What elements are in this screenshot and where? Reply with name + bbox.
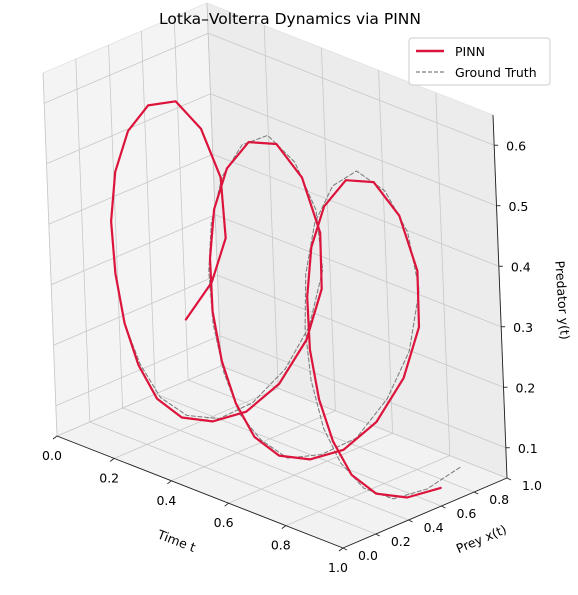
y-axis-line — [342, 477, 508, 549]
y-tick-label: 0.8 — [489, 492, 509, 507]
z-gridline-back — [210, 93, 497, 207]
z-axis-label: Predator y(t) — [552, 260, 572, 340]
z-gridline-back — [215, 214, 502, 328]
side-pane — [42, 2, 222, 437]
legend-label-pinn: PINN — [455, 44, 485, 59]
y-gridline-side — [141, 30, 156, 395]
y-gridline-floor — [89, 421, 376, 535]
y-gridline-side — [108, 44, 123, 409]
x-tick-label: 0.8 — [271, 538, 291, 553]
y-tick-label: 0.2 — [391, 534, 411, 549]
series-line-pinn — [110, 100, 442, 499]
z-gridline-back — [217, 274, 504, 388]
y-tick-mark — [441, 505, 446, 509]
y-tick-label: 0.0 — [358, 548, 378, 563]
y-tick-label: 0.4 — [424, 520, 444, 535]
y-gridline-floor — [122, 407, 409, 521]
y-gridline-side — [206, 2, 222, 367]
x-gridline-floor — [56, 365, 222, 437]
legend-label-ground-truth: Ground Truth — [455, 65, 537, 80]
x-tick-mark — [167, 480, 172, 485]
series-lines — [110, 100, 461, 500]
x-axis-label: Time t — [155, 526, 198, 555]
x-tick-mark — [224, 502, 229, 507]
z-gridline-side — [55, 335, 220, 407]
y-axis-label: Prey x(t) — [454, 522, 509, 557]
tick-labels: 0.0 0.2 0.4 0.6 0.8 1.0 0.0 0.2 0.4 0.6 0.8 1.0 0.1 0… — [42, 138, 542, 575]
x-tick-mark — [109, 458, 115, 462]
x-gridline-back — [263, 25, 279, 389]
z-gridline-side — [53, 274, 218, 346]
y-tick-label: 0.6 — [456, 506, 476, 521]
x-tick-label: 0.0 — [42, 448, 62, 463]
z-axis-line — [492, 114, 508, 479]
x-gridline-back — [435, 92, 451, 456]
x-gridline-floor — [228, 432, 393, 504]
x-axis-line — [56, 435, 344, 549]
y-gridline-side — [42, 72, 58, 437]
series-line-ground-truth — [110, 100, 461, 500]
y-tick-label: 1.0 — [522, 478, 542, 493]
x-tick-label: 1.0 — [328, 560, 348, 575]
z-tick-label: 0.3 — [513, 320, 533, 335]
z-gridline-back — [219, 335, 506, 449]
y-gridline-floor — [155, 393, 442, 507]
x-gridline-floor — [114, 388, 279, 459]
z-tick-label: 0.6 — [506, 138, 526, 153]
z-tick-label: 0.4 — [511, 259, 531, 274]
x-gridline-floor — [171, 410, 336, 482]
axis-lines — [52, 114, 512, 552]
z-tick-label: 0.5 — [509, 199, 529, 214]
x-gridline-floor — [285, 455, 450, 526]
x-gridline-back — [378, 70, 393, 434]
y-gridline-side — [75, 58, 91, 423]
y-gridline-floor — [220, 365, 508, 479]
grid-lines — [42, 2, 508, 549]
chart-title: Lotka–Volterra Dynamics via PINN — [159, 10, 421, 28]
z-gridline-back — [208, 32, 495, 146]
z-tick-label: 0.1 — [518, 441, 538, 456]
x-tick-label: 0.6 — [214, 515, 234, 530]
y-tick-mark — [473, 491, 479, 495]
x-tick-label: 0.4 — [156, 493, 176, 508]
x-gridline-back — [321, 47, 336, 411]
z-gridline-side — [51, 214, 216, 286]
y-tick-mark — [506, 477, 512, 481]
z-gridline-side — [44, 32, 209, 104]
z-gridline-side — [48, 153, 213, 225]
legend: PINN Ground Truth — [408, 37, 551, 86]
y-tick-mark — [375, 533, 381, 537]
y-tick-mark — [342, 547, 348, 551]
z-tick-label: 0.2 — [516, 380, 536, 395]
y-tick-mark — [408, 519, 413, 523]
x-tick-mark — [338, 547, 344, 552]
x-tick-mark — [281, 525, 287, 529]
z-gridline-back — [212, 153, 499, 267]
x-tick-label: 0.2 — [99, 470, 119, 485]
legend-frame — [408, 37, 551, 86]
x-tick-mark — [52, 435, 58, 440]
